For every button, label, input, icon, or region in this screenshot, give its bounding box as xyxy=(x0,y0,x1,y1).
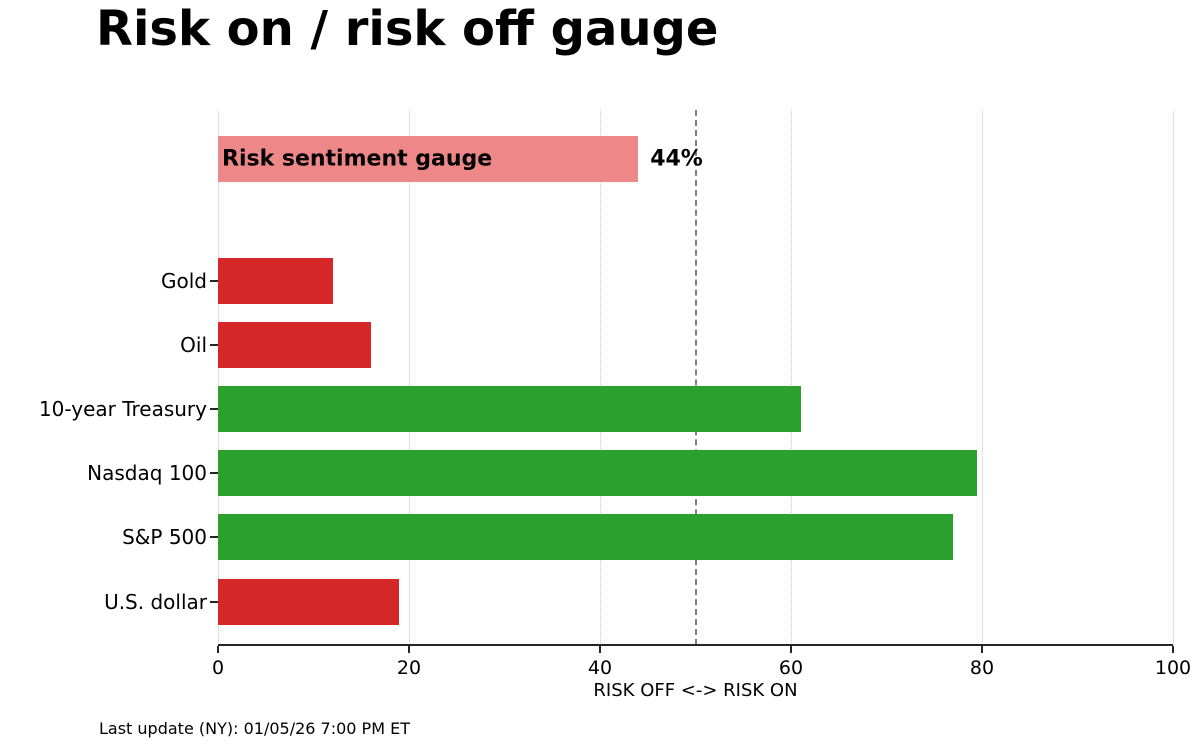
y-tick-mark xyxy=(210,279,218,282)
x-tick-mark xyxy=(599,646,601,653)
x-tick-label: 100 xyxy=(1154,657,1192,679)
x-tick-mark xyxy=(981,646,983,653)
y-tick-mark xyxy=(210,600,218,603)
bar-u-s-dollar xyxy=(218,578,400,625)
bar-10-year-treasury xyxy=(218,385,801,432)
midline-50 xyxy=(694,110,697,645)
x-tick-label: 60 xyxy=(778,657,804,679)
bar-s-p-500 xyxy=(218,514,954,561)
bar-nasdaq-100 xyxy=(218,450,978,497)
x-tick-mark xyxy=(790,646,792,653)
y-label-10-year-treasury: 10-year Treasury xyxy=(38,396,207,421)
gridline xyxy=(218,110,219,645)
y-tick-mark xyxy=(210,472,218,475)
gauge-bar-label: Risk sentiment gauge xyxy=(222,146,493,171)
x-tick-mark xyxy=(1172,646,1174,653)
bar-gold xyxy=(218,257,333,304)
y-label-u-s-dollar: U.S. dollar xyxy=(104,589,207,614)
x-tick-label: 80 xyxy=(969,657,995,679)
gauge-value-label: 44% xyxy=(650,146,703,171)
y-label-gold: Gold xyxy=(161,268,207,293)
x-tick-label: 20 xyxy=(396,657,422,679)
plot-area: Risk sentiment gauge 44% xyxy=(210,110,1174,645)
x-tick-label: 40 xyxy=(587,657,613,679)
x-tick-mark xyxy=(408,646,410,653)
gridline xyxy=(982,110,983,645)
gridline xyxy=(1173,110,1174,645)
y-axis-labels: Gold Oil 10-year Treasury Nasdaq 100 S&P 500… xyxy=(0,110,210,645)
x-axis-label: RISK OFF <-> RISK ON xyxy=(593,680,798,701)
gridline xyxy=(409,110,410,645)
last-update-text: Last update (NY): 01/05/26 7:00 PM ET xyxy=(99,719,410,738)
y-tick-mark xyxy=(210,343,218,346)
x-axis: 0 20 40 60 80 100 xyxy=(212,644,1191,686)
y-tick-mark xyxy=(210,407,218,410)
gauge-bar: Risk sentiment gauge xyxy=(218,135,639,182)
gridline xyxy=(791,110,792,645)
x-tick-mark xyxy=(217,646,219,653)
bar-oil xyxy=(218,321,371,368)
gridline xyxy=(600,110,601,645)
y-label-nasdaq-100: Nasdaq 100 xyxy=(87,461,207,486)
y-label-s-p-500: S&P 500 xyxy=(122,525,207,550)
page-title: Risk on / risk off gauge xyxy=(96,1,719,57)
x-tick-label: 0 xyxy=(211,657,225,679)
y-tick-mark xyxy=(210,536,218,539)
y-label-oil: Oil xyxy=(180,332,207,357)
